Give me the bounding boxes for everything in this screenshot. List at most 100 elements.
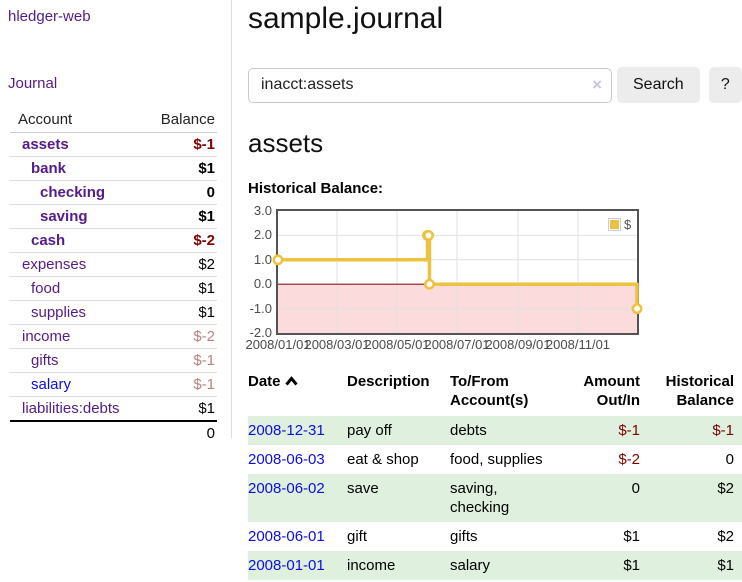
account-row: food $1 <box>10 276 217 301</box>
account-row: liabilities:debts $1 <box>10 396 217 422</box>
account-row: supplies $1 <box>10 300 217 325</box>
y-axis-tick-label: -1.0 <box>249 300 272 316</box>
account-balance: $-2 <box>148 324 217 349</box>
transaction-date-link[interactable]: 2008-06-02 <box>248 480 325 497</box>
account-link[interactable]: salary <box>31 376 72 393</box>
transaction-amount: 0 <box>631 480 640 497</box>
account-balance: $-1 <box>148 348 217 373</box>
account-row: saving $1 <box>10 204 217 229</box>
data-point-marker <box>272 254 284 266</box>
transaction-balance: $-1 <box>712 422 734 439</box>
account-link[interactable]: income <box>22 328 71 345</box>
accounts-header-account: Account <box>10 108 148 133</box>
data-point-marker <box>631 303 643 315</box>
account-link[interactable]: bank <box>31 160 67 177</box>
y-axis-tick-label: 0.0 <box>253 276 272 292</box>
search-form: × Search ? <box>248 67 742 103</box>
y-axis-tick-label: 2.0 <box>253 227 272 243</box>
transaction-row: 2008-06-01 gift gifts $1 $2 <box>248 522 742 551</box>
clear-search-icon[interactable]: × <box>592 74 602 94</box>
x-axis-tick-label: 2008/05/01 <box>364 337 430 352</box>
register-header-date[interactable]: Date <box>248 368 347 416</box>
register-header-description: Description <box>347 373 430 390</box>
accounts-total-spacer <box>10 420 148 445</box>
account-balance: 0 <box>148 180 217 205</box>
register-table: Date Description To/From Account(s) Amou… <box>248 368 742 580</box>
transaction-balance: 0 <box>725 451 734 468</box>
x-axis-tick-label: 2008/03/01 <box>304 337 370 352</box>
account-link[interactable]: saving <box>40 208 88 225</box>
y-axis-tick-label: -2.0 <box>249 325 272 340</box>
data-point-marker <box>423 229 434 241</box>
account-link[interactable]: gifts <box>31 352 59 369</box>
account-link[interactable]: expenses <box>22 256 87 273</box>
transaction-balance: $2 <box>717 480 734 497</box>
transaction-accounts: salary <box>450 557 491 574</box>
y-axis-tick-label: 3.0 <box>253 203 272 218</box>
account-balance: $1 <box>148 204 217 229</box>
chart-legend: $ <box>606 216 634 233</box>
register-header-amount: Amount Out/In <box>583 373 640 409</box>
transaction-balance: $1 <box>717 557 734 574</box>
sidebar: hledger-web Journal Account Balance asse… <box>0 0 232 445</box>
transaction-accounts: gifts <box>450 528 478 545</box>
transaction-row: 2008-12-31 pay off debts $-1 $-1 <box>248 416 742 445</box>
historical-balance-chart: 3.0 2.0 1.0 0.0 -1.0 -2.0 $ 2008/01/01 2008/03… <box>245 203 742 353</box>
accounts-total-value: 0 <box>148 420 217 445</box>
transaction-balance: $2 <box>717 528 734 545</box>
data-point-marker <box>424 278 435 290</box>
app-title-link[interactable]: hledger-web <box>8 8 91 25</box>
balance-chart-svg <box>272 211 643 333</box>
accounts-header-balance: Balance <box>148 108 217 133</box>
transaction-amount: $1 <box>623 557 640 574</box>
account-balance: $-1 <box>148 132 217 157</box>
account-row: assets $-1 <box>10 132 217 157</box>
transaction-date-link[interactable]: 2008-06-01 <box>248 528 325 545</box>
x-axis-tick-label: 2008/09/01 <box>485 337 551 352</box>
transaction-amount: $-2 <box>618 451 640 468</box>
transaction-description: save <box>347 480 379 497</box>
transaction-row: 2008-06-03 eat & shop food, supplies $-2 0 <box>248 445 742 474</box>
account-balance: $1 <box>148 156 217 181</box>
sidebar-item-journal[interactable]: Journal <box>8 75 58 92</box>
account-row: checking 0 <box>10 180 217 205</box>
search-button[interactable]: Search <box>617 67 700 103</box>
register-header-balance: Historical Balance <box>665 373 734 409</box>
transaction-date-link[interactable]: 2008-06-03 <box>248 451 325 468</box>
account-row: cash $-2 <box>10 228 217 253</box>
account-row: income $-2 <box>10 324 217 349</box>
accounts-table: Account Balance assets $-1 bank $1 checking 0… <box>10 108 217 445</box>
chart-plot-area <box>272 209 643 335</box>
account-balance: $2 <box>148 252 217 277</box>
account-link[interactable]: supplies <box>31 304 87 321</box>
account-heading: assets <box>248 128 324 158</box>
transaction-accounts: debts <box>450 422 487 439</box>
y-axis-tick-label: 1.0 <box>253 251 272 267</box>
account-link[interactable]: cash <box>31 232 66 249</box>
transaction-row: 2008-06-02 save saving, checking 0 $2 <box>248 474 742 522</box>
account-link[interactable]: checking <box>40 184 106 201</box>
chart-title: Historical Balance: <box>248 180 384 197</box>
search-input[interactable] <box>248 67 612 103</box>
account-balance: $1 <box>148 396 217 422</box>
legend-label: $ <box>624 217 632 232</box>
account-link[interactable]: assets <box>22 136 69 153</box>
main-content: sample.journal × Search ? assets Histori… <box>245 0 742 580</box>
help-button[interactable]: ? <box>708 67 742 103</box>
account-link[interactable]: liabilities:debts <box>22 400 120 417</box>
transaction-row: 2008-01-01 income salary $1 $1 <box>248 551 742 580</box>
transaction-amount: $1 <box>623 528 640 545</box>
transaction-description: pay off <box>347 422 392 439</box>
account-row: expenses $2 <box>10 252 217 277</box>
transaction-accounts: food, supplies <box>450 451 543 468</box>
accounts-table-body: assets $-1 bank $1 checking 0 saving $1 cash $-2 e… <box>10 132 217 422</box>
account-link[interactable]: food <box>31 280 61 297</box>
transaction-accounts: saving, checking <box>450 480 510 516</box>
register-header-accounts: To/From Account(s) <box>450 373 529 409</box>
transaction-description: income <box>347 557 396 574</box>
accounts-header-row: Account Balance <box>10 108 217 133</box>
transaction-date-link[interactable]: 2008-01-01 <box>248 557 325 574</box>
page-title: sample.journal <box>248 2 444 35</box>
transaction-date-link[interactable]: 2008-12-31 <box>248 422 325 439</box>
legend-swatch-icon <box>608 218 621 231</box>
